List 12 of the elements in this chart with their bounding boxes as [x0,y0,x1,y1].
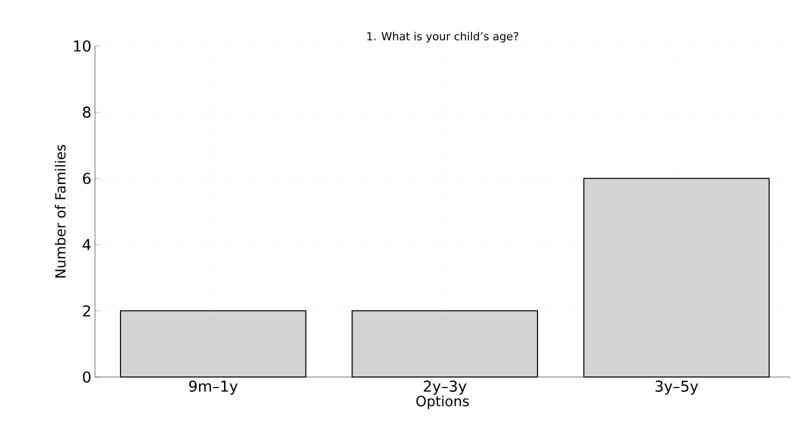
x-tick-label: 9m–1y [189,380,238,395]
x-tick-label: 3y–5y [656,380,698,395]
y-tick-label: 4 [82,239,91,250]
y-tick-label: 8 [82,106,90,118]
y-tick-label: 2 [83,305,90,316]
x-tick-label: 2y–3y [424,380,466,395]
y-tick-label: 6 [83,172,91,184]
y-tick-label: 10 [74,40,90,52]
y-axis-title: Number of Families [54,144,66,278]
chart-title: 1. What is your child’s age? [367,32,518,42]
x-axis-title: Options [416,396,469,410]
y-tick-label: 0 [82,371,90,383]
